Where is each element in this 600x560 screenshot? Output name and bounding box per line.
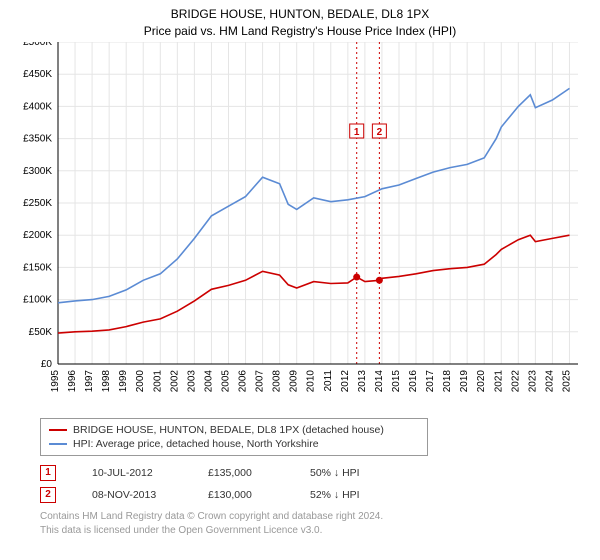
legend-swatch-property: [49, 429, 67, 431]
svg-text:2005: 2005: [220, 370, 231, 393]
svg-text:2: 2: [377, 127, 383, 138]
svg-text:1996: 1996: [67, 370, 78, 393]
legend: BRIDGE HOUSE, HUNTON, BEDALE, DL8 1PX (d…: [40, 418, 428, 456]
svg-text:2024: 2024: [544, 370, 555, 393]
svg-text:1997: 1997: [84, 370, 95, 393]
svg-text:2023: 2023: [527, 370, 538, 393]
svg-text:2016: 2016: [408, 370, 419, 393]
svg-text:£350K: £350K: [23, 134, 52, 145]
marker-date-1: 10-JUL-2012: [92, 467, 172, 479]
svg-text:2018: 2018: [442, 370, 453, 393]
marker-price-1: £135,000: [208, 467, 274, 479]
svg-text:2015: 2015: [391, 370, 402, 393]
svg-text:2007: 2007: [255, 370, 266, 393]
svg-text:1995: 1995: [50, 370, 61, 393]
svg-text:1998: 1998: [101, 370, 112, 393]
svg-text:2004: 2004: [203, 370, 214, 393]
svg-text:2014: 2014: [374, 370, 385, 393]
footer-line-2: This data is licensed under the Open Gov…: [40, 524, 383, 538]
marker-badge-2: 2: [40, 487, 56, 503]
sale-markers-table: 1 10-JUL-2012 £135,000 50% ↓ HPI 2 08-NO…: [40, 462, 390, 506]
sale-marker-row-1: 1 10-JUL-2012 £135,000 50% ↓ HPI: [40, 462, 390, 484]
svg-text:2002: 2002: [169, 370, 180, 393]
svg-text:2020: 2020: [476, 370, 487, 393]
svg-text:£0: £0: [41, 359, 53, 370]
marker-date-2: 08-NOV-2013: [92, 489, 172, 501]
svg-text:2003: 2003: [186, 370, 197, 393]
svg-text:2022: 2022: [510, 370, 521, 393]
svg-text:2001: 2001: [152, 370, 163, 393]
marker-delta-2: 52% ↓ HPI: [310, 489, 390, 501]
svg-text:2006: 2006: [238, 370, 249, 393]
marker-badge-1: 1: [40, 465, 56, 481]
chart-title-block: BRIDGE HOUSE, HUNTON, BEDALE, DL8 1PX Pr…: [0, 0, 600, 40]
title-line-1: BRIDGE HOUSE, HUNTON, BEDALE, DL8 1PX: [0, 6, 600, 23]
chart-svg: £0 £50K £100K £150K £200K £250K £300K £350K £400…: [10, 42, 590, 402]
marker-delta-1: 50% ↓ HPI: [310, 467, 390, 479]
svg-text:£200K: £200K: [23, 230, 52, 241]
svg-text:1: 1: [354, 127, 360, 138]
svg-text:2000: 2000: [135, 370, 146, 393]
svg-text:2009: 2009: [289, 370, 300, 393]
svg-text:2012: 2012: [340, 370, 351, 393]
price-chart: £0 £50K £100K £150K £200K £250K £300K £350K £400…: [10, 42, 590, 402]
svg-text:£400K: £400K: [23, 101, 52, 112]
svg-text:2021: 2021: [493, 370, 504, 393]
svg-text:2010: 2010: [306, 370, 317, 393]
svg-text:2017: 2017: [425, 370, 436, 393]
footer-line-1: Contains HM Land Registry data © Crown c…: [40, 510, 383, 524]
svg-text:2013: 2013: [357, 370, 368, 393]
svg-text:1999: 1999: [118, 370, 129, 393]
legend-item-property: BRIDGE HOUSE, HUNTON, BEDALE, DL8 1PX (d…: [49, 423, 419, 437]
sale-marker-row-2: 2 08-NOV-2013 £130,000 52% ↓ HPI: [40, 484, 390, 506]
svg-text:2025: 2025: [561, 370, 572, 393]
legend-swatch-hpi: [49, 443, 67, 445]
svg-text:2011: 2011: [323, 370, 334, 392]
title-line-2: Price paid vs. HM Land Registry's House …: [0, 23, 600, 40]
svg-text:£300K: £300K: [23, 166, 52, 177]
legend-item-hpi: HPI: Average price, detached house, Nort…: [49, 437, 419, 451]
svg-text:£150K: £150K: [23, 262, 52, 273]
svg-text:£50K: £50K: [29, 327, 53, 338]
svg-text:£450K: £450K: [23, 69, 52, 80]
marker-price-2: £130,000: [208, 489, 274, 501]
svg-text:£250K: £250K: [23, 198, 52, 209]
legend-label-property: BRIDGE HOUSE, HUNTON, BEDALE, DL8 1PX (d…: [73, 424, 384, 436]
legend-label-hpi: HPI: Average price, detached house, Nort…: [73, 438, 319, 450]
svg-text:2019: 2019: [459, 370, 470, 393]
svg-text:£500K: £500K: [23, 42, 52, 48]
svg-text:£100K: £100K: [23, 295, 52, 306]
footer-attribution: Contains HM Land Registry data © Crown c…: [40, 510, 383, 537]
svg-text:2008: 2008: [272, 370, 283, 393]
